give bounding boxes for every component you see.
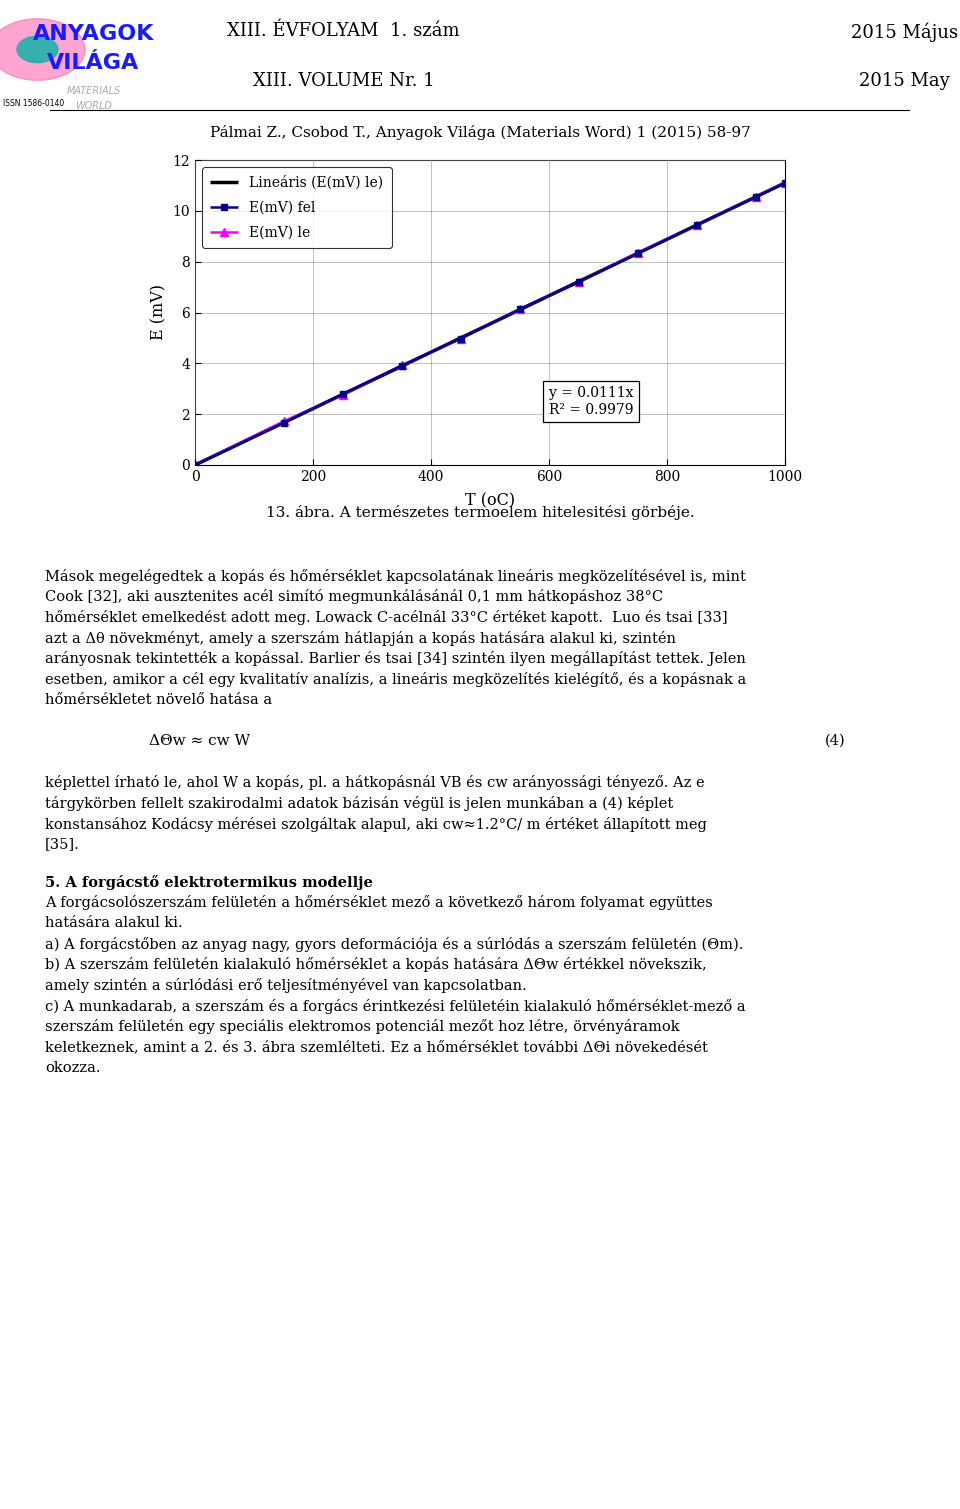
Lineáris (E(mV) le) xyxy=(189,456,201,474)
Text: arányosnak tekintették a kopással. Barlier és tsai [34] szintén ilyen megállapít: arányosnak tekintették a kopással. Barli… xyxy=(45,652,746,667)
Text: amely szintén a súrlódási erő teljesítményével van kapcsolatban.: amely szintén a súrlódási erő teljesítmé… xyxy=(45,978,527,993)
E(mV) le xyxy=(632,243,643,261)
Text: VILÁGA: VILÁGA xyxy=(47,53,139,72)
E(mV) fel xyxy=(780,174,791,192)
Circle shape xyxy=(17,36,58,63)
E(mV) fel xyxy=(514,300,525,318)
E(mV) fel xyxy=(691,216,703,234)
X-axis label: T (oC): T (oC) xyxy=(465,492,516,509)
Text: a) A forgácstőben az anyag nagy, gyors deformációja és a súrlódás a szerszám fel: a) A forgácstőben az anyag nagy, gyors d… xyxy=(45,937,743,952)
E(mV) le xyxy=(780,174,791,192)
Text: keletkeznek, amint a 2. és 3. ábra szemlélteti. Ez a hőmérséklet további ΔΘi növ: keletkeznek, amint a 2. és 3. ábra szeml… xyxy=(45,1040,708,1055)
E(mV) le xyxy=(277,412,289,430)
Text: XIII. ÉVFOLYAM  1. szám: XIII. ÉVFOLYAM 1. szám xyxy=(228,23,460,41)
Lineáris (E(mV) le) xyxy=(780,174,791,192)
E(mV) fel xyxy=(189,456,201,474)
Text: (4): (4) xyxy=(825,733,846,748)
Line: E(mV) fel: E(mV) fel xyxy=(192,180,788,468)
Lineáris (E(mV) le) xyxy=(277,413,289,432)
E(mV) le xyxy=(396,356,407,374)
E(mV) le xyxy=(691,216,703,234)
Lineáris (E(mV) le) xyxy=(750,189,761,207)
Lineáris (E(mV) le) xyxy=(455,329,467,347)
E(mV) fel xyxy=(277,413,289,432)
Text: y = 0.0111x
R² = 0.9979: y = 0.0111x R² = 0.9979 xyxy=(549,386,634,416)
Text: esetben, amikor a cél egy kvalitatív analízis, a lineáris megközelítés kielégítő: esetben, amikor a cél egy kvalitatív ana… xyxy=(45,672,746,687)
Text: 2015 May: 2015 May xyxy=(859,71,950,89)
Text: [35].: [35]. xyxy=(45,837,80,851)
Text: A forgácsolószerszám felületén a hőmérséklet mező a következő három folyamat egy: A forgácsolószerszám felületén a hőmérsé… xyxy=(45,895,712,910)
Lineáris (E(mV) le) xyxy=(514,300,525,318)
Legend: Lineáris (E(mV) le), E(mV) fel, E(mV) le: Lineáris (E(mV) le), E(mV) fel, E(mV) le xyxy=(202,167,392,247)
Text: Pálmai Z., Csobod T., Anyagok Világa (Materials Word) 1 (2015) 58-97: Pálmai Z., Csobod T., Anyagok Világa (Ma… xyxy=(209,125,751,140)
Text: azt a Δθ növekményt, amely a szerszám hátlapján a kopás hatására alakul ki, szin: azt a Δθ növekményt, amely a szerszám há… xyxy=(45,631,676,646)
Text: ΔΘw ≈ cw W: ΔΘw ≈ cw W xyxy=(150,733,251,748)
Text: Cook [32], aki ausztenites acél simító megmunkálásánál 0,1 mm hátkopáshoz 38°C: Cook [32], aki ausztenites acél simító m… xyxy=(45,590,663,604)
Line: Lineáris (E(mV) le): Lineáris (E(mV) le) xyxy=(195,183,785,465)
E(mV) le xyxy=(189,456,201,474)
Text: hatására alakul ki.: hatására alakul ki. xyxy=(45,916,182,930)
Text: 2015 Május: 2015 Május xyxy=(852,23,958,42)
Text: XIII. VOLUME Nr. 1: XIII. VOLUME Nr. 1 xyxy=(252,71,435,89)
Y-axis label: E (mV): E (mV) xyxy=(150,285,167,341)
E(mV) le xyxy=(573,273,585,291)
Lineáris (E(mV) le) xyxy=(632,244,643,263)
E(mV) fel xyxy=(632,244,643,263)
E(mV) fel xyxy=(337,385,348,403)
E(mV) le xyxy=(514,300,525,318)
Text: okozza.: okozza. xyxy=(45,1061,101,1074)
E(mV) fel xyxy=(396,356,407,374)
E(mV) le xyxy=(455,330,467,349)
Text: ANYAGOK: ANYAGOK xyxy=(33,24,155,44)
Circle shape xyxy=(0,18,85,80)
Text: ISSN 1586-0140: ISSN 1586-0140 xyxy=(4,98,64,107)
Text: hőmérsékletet növelő hatása a: hőmérsékletet növelő hatása a xyxy=(45,693,272,706)
E(mV) fel xyxy=(573,273,585,291)
Text: b) A szerszám felületén kialakuló hőmérséklet a kopás hatására ΔΘw értékkel növe: b) A szerszám felületén kialakuló hőmérs… xyxy=(45,957,707,972)
Lineáris (E(mV) le) xyxy=(573,273,585,291)
Text: Mások megelégedtek a kopás és hőmérséklet kapcsolatának lineáris megközelítéséve: Mások megelégedtek a kopás és hőmérsékle… xyxy=(45,569,746,584)
Text: képlettel írható le, ahol W a kopás, pl. a hátkopásnál VB és cw arányossági tény: képlettel írható le, ahol W a kopás, pl.… xyxy=(45,776,705,791)
Text: 13. ábra. A természetes termoelem hitelesitési görbéje.: 13. ábra. A természetes termoelem hitele… xyxy=(266,506,694,521)
Text: 5. A forgácstő elektrotermikus modellje: 5. A forgácstő elektrotermikus modellje xyxy=(45,875,372,890)
Lineáris (E(mV) le) xyxy=(337,385,348,403)
Text: hőmérséklet emelkedést adott meg. Lowack C-acélnál 33°C értéket kapott.  Luo és : hőmérséklet emelkedést adott meg. Lowack… xyxy=(45,610,728,625)
Text: c) A munkadarab, a szerszám és a forgács érintkezési felületéin kialakuló hőmérs: c) A munkadarab, a szerszám és a forgács… xyxy=(45,999,746,1014)
E(mV) fel xyxy=(455,329,467,347)
Text: konstansához Kodácsy mérései szolgáltak alapul, aki cw≈1.2°C/ m értéket állapíto: konstansához Kodácsy mérései szolgáltak … xyxy=(45,816,707,831)
Text: szerszám felületén egy speciális elektromos potenciál mezőt hoz létre, örvényára: szerszám felületén egy speciális elektro… xyxy=(45,1020,680,1034)
Text: WORLD: WORLD xyxy=(75,101,112,112)
E(mV) le xyxy=(337,386,348,404)
Lineáris (E(mV) le) xyxy=(396,358,407,376)
Text: MATERIALS: MATERIALS xyxy=(66,86,121,95)
E(mV) le xyxy=(750,187,761,205)
Line: E(mV) le: E(mV) le xyxy=(191,178,789,469)
E(mV) fel xyxy=(750,189,761,207)
Text: tárgykörben fellelt szakirodalmi adatok bázisán végül is jelen munkában a (4) ké: tárgykörben fellelt szakirodalmi adatok … xyxy=(45,797,673,810)
Lineáris (E(mV) le) xyxy=(691,216,703,234)
